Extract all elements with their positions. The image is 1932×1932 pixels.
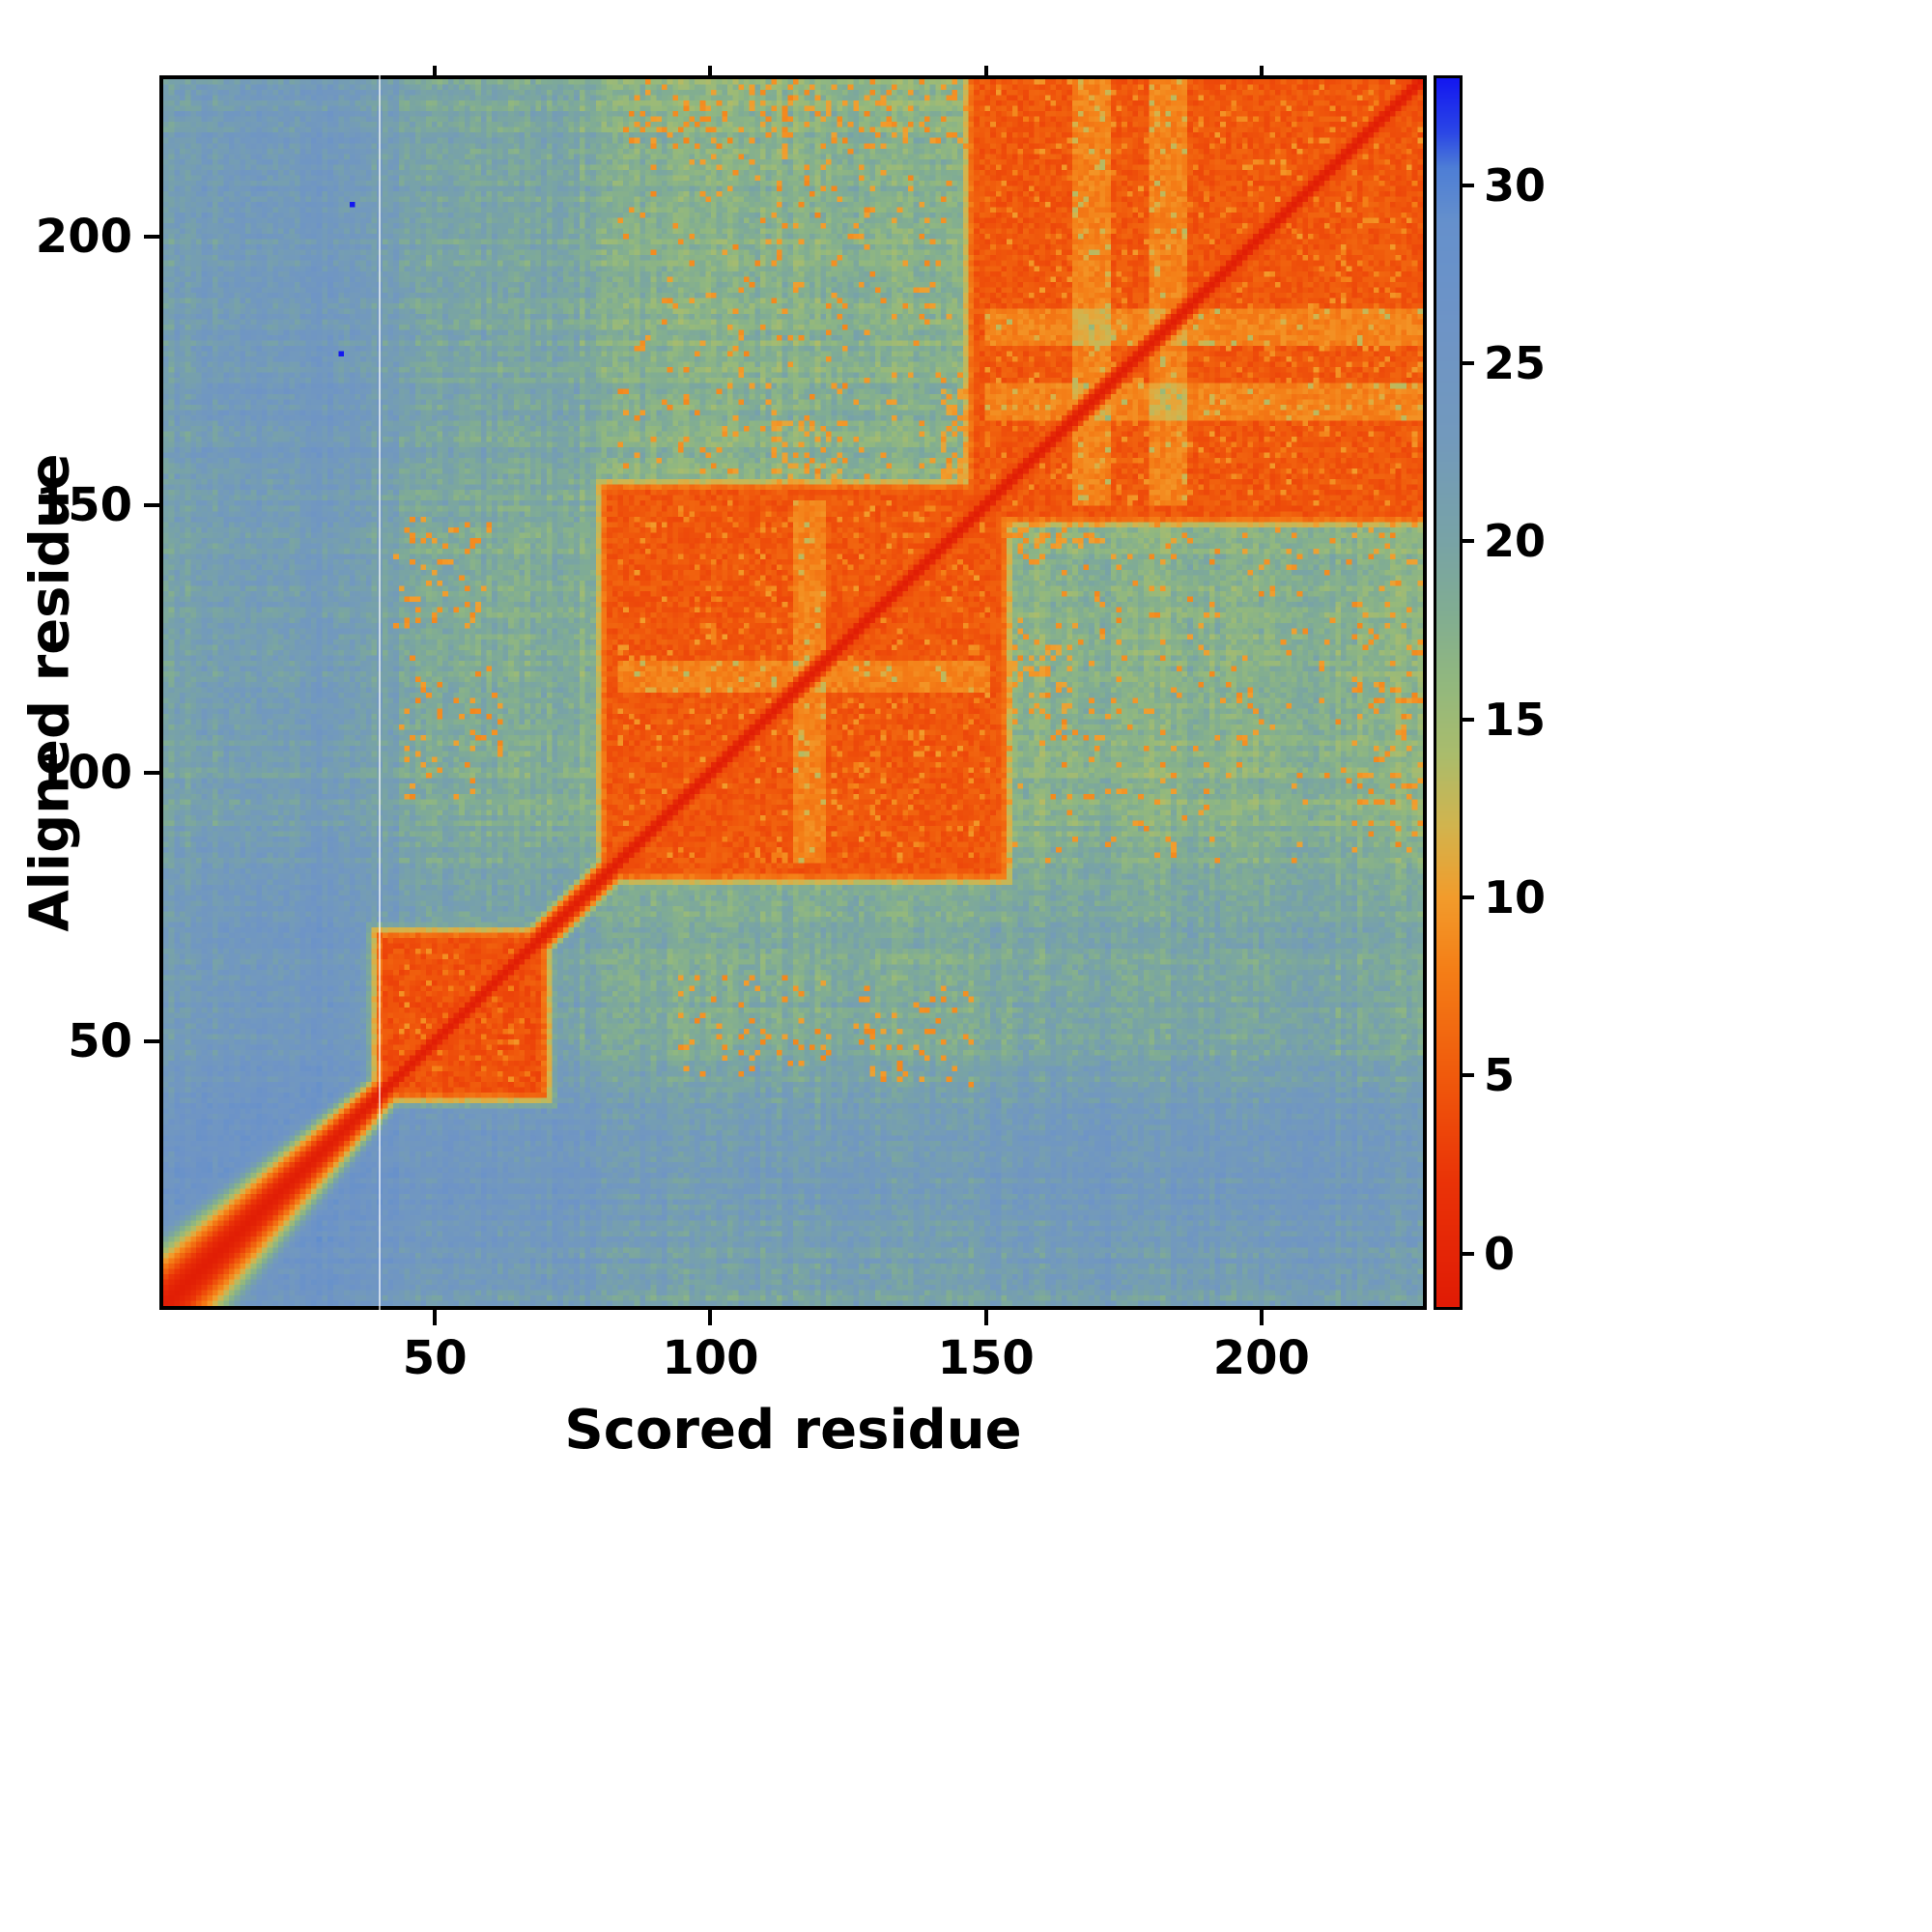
y-tick-label: 50 bbox=[68, 1014, 132, 1069]
y-tick-label: 100 bbox=[35, 746, 132, 801]
y-tick-mark bbox=[144, 1039, 159, 1044]
x-tick-mark bbox=[1259, 1310, 1264, 1325]
x-tick-mark bbox=[983, 1310, 988, 1325]
y-tick-mark bbox=[144, 502, 159, 507]
y-tick-label: 150 bbox=[35, 477, 132, 532]
x-tick-label: 100 bbox=[662, 1331, 759, 1385]
x-tick-mark-top bbox=[708, 66, 713, 75]
colorbar-tick-label: 25 bbox=[1484, 336, 1547, 389]
colorbar-tick-mark bbox=[1463, 539, 1474, 544]
colorbar-tick-label: 0 bbox=[1484, 1227, 1516, 1280]
x-tick-mark bbox=[433, 1310, 438, 1325]
colorbar-tick-mark bbox=[1463, 360, 1474, 365]
colorbar-tick-label: 20 bbox=[1484, 515, 1547, 568]
colorbar-tick-mark bbox=[1463, 183, 1474, 187]
heatmap-canvas bbox=[163, 79, 1423, 1306]
colorbar-tick-label: 30 bbox=[1484, 158, 1547, 212]
colorbar-tick-label: 5 bbox=[1484, 1049, 1516, 1102]
colorbar-tick-mark bbox=[1463, 717, 1474, 722]
colorbar-tick-mark bbox=[1463, 1251, 1474, 1256]
colorbar-canvas bbox=[1436, 78, 1460, 1307]
x-tick-mark-top bbox=[433, 66, 438, 75]
x-tick-label: 200 bbox=[1212, 1331, 1310, 1385]
y-tick-label: 200 bbox=[35, 209, 132, 264]
x-tick-label: 50 bbox=[402, 1331, 468, 1385]
x-tick-mark-top bbox=[983, 66, 988, 75]
heatmap-plot-area bbox=[159, 75, 1427, 1310]
y-tick-mark bbox=[144, 771, 159, 776]
colorbar bbox=[1434, 75, 1463, 1310]
colorbar-tick-mark bbox=[1463, 1073, 1474, 1078]
colorbar-tick-label: 15 bbox=[1484, 693, 1547, 746]
y-tick-mark bbox=[144, 234, 159, 239]
x-tick-mark-top bbox=[1259, 66, 1264, 75]
x-tick-label: 150 bbox=[937, 1331, 1035, 1385]
x-tick-mark bbox=[708, 1310, 713, 1325]
x-axis-label: Scored residue bbox=[564, 1399, 1022, 1462]
colorbar-tick-label: 10 bbox=[1484, 871, 1547, 923]
colorbar-tick-mark bbox=[1463, 895, 1474, 899]
